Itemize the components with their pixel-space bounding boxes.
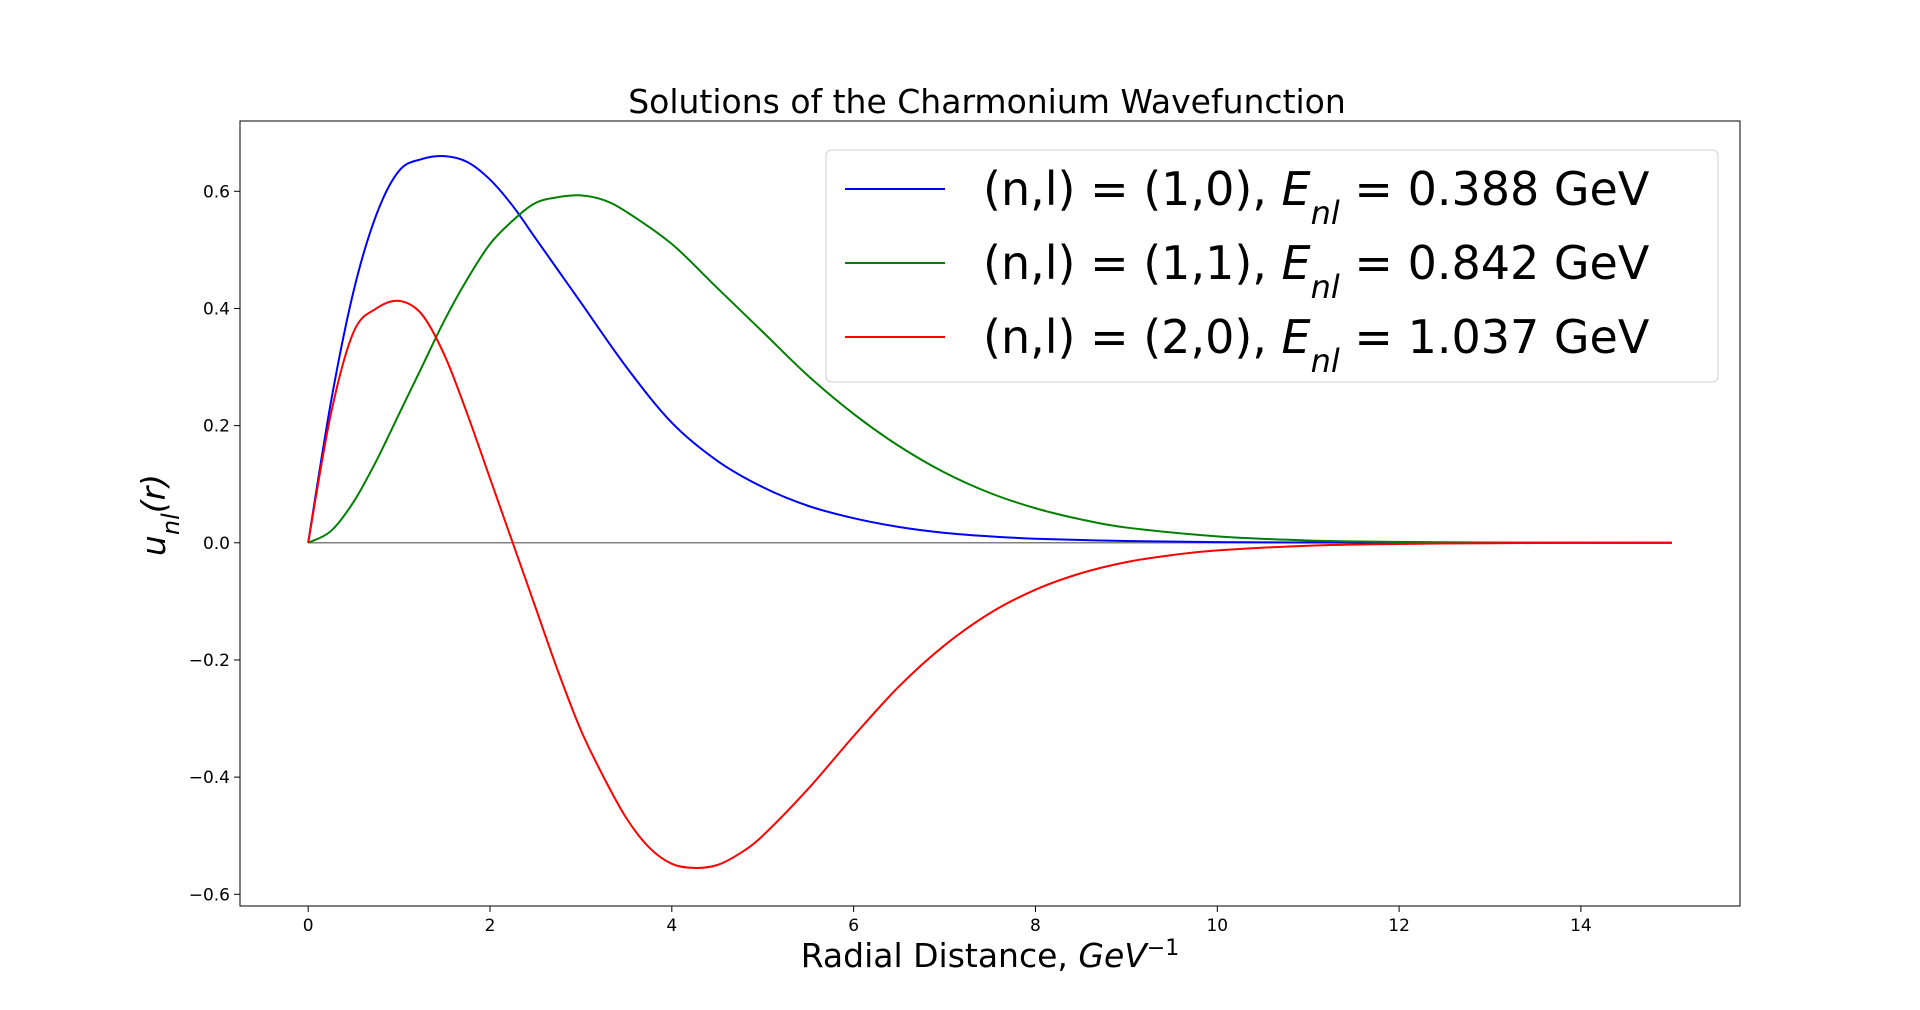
y-axis-label-symbol: u [134, 535, 173, 556]
axes-frame [239, 120, 1741, 907]
legend-label-2: (n,l) = (1,1), Enl = 0.842 GeV [983, 236, 1650, 306]
x-tick-label: 14 [1570, 916, 1592, 936]
legend: (n,l) = (1,0), Enl = 0.388 GeV(n,l) = (1… [825, 149, 1719, 383]
x-axis-label: Radial Distance, GeV−1 [801, 936, 1180, 976]
y-tick-label: −0.6 [189, 885, 230, 905]
y-axis-label-subscript: nl [157, 513, 185, 535]
legend-box [825, 149, 1719, 383]
y-axis-ticks: −0.6 −0.4 −0.2 0.0 0.2 0.4 0.6 [189, 182, 240, 905]
chart-title: Solutions of the Charmonium Wavefunction [628, 82, 1346, 121]
series-line-2 [307, 194, 1672, 544]
x-axis-label-unit: GeV [1078, 936, 1149, 975]
y-tick-label: −0.2 [189, 651, 230, 671]
x-tick-label: 2 [485, 916, 496, 936]
x-axis-label-exponent: −1 [1147, 936, 1179, 961]
y-tick-label: −0.4 [189, 768, 230, 788]
y-axis-label-argument: (r) [134, 474, 173, 513]
series-layer [307, 155, 1672, 869]
y-tick-label: 0.2 [203, 417, 230, 437]
x-tick-label: 12 [1388, 916, 1410, 936]
y-tick-label: 0.0 [203, 534, 230, 554]
x-axis-ticks: 0 2 4 6 8 10 12 14 [303, 906, 1592, 936]
series-line-3 [307, 299, 1672, 869]
y-tick-label: 0.4 [203, 299, 230, 319]
x-tick-label: 10 [1206, 916, 1228, 936]
legend-label-3: (n,l) = (2,0), Enl = 1.037 GeV [983, 310, 1650, 380]
x-tick-label: 6 [848, 916, 859, 936]
x-tick-label: 0 [303, 916, 314, 936]
x-axis-label-text: Radial Distance, [801, 936, 1079, 975]
plot-area [239, 120, 1741, 907]
series-line-1 [307, 155, 1672, 544]
x-tick-label: 4 [666, 916, 677, 936]
x-tick-label: 8 [1030, 916, 1041, 936]
y-tick-label: 0.6 [203, 182, 230, 202]
legend-label-1: (n,l) = (1,0), Enl = 0.388 GeV [983, 162, 1650, 232]
y-axis-label: unl(r) [134, 474, 185, 556]
